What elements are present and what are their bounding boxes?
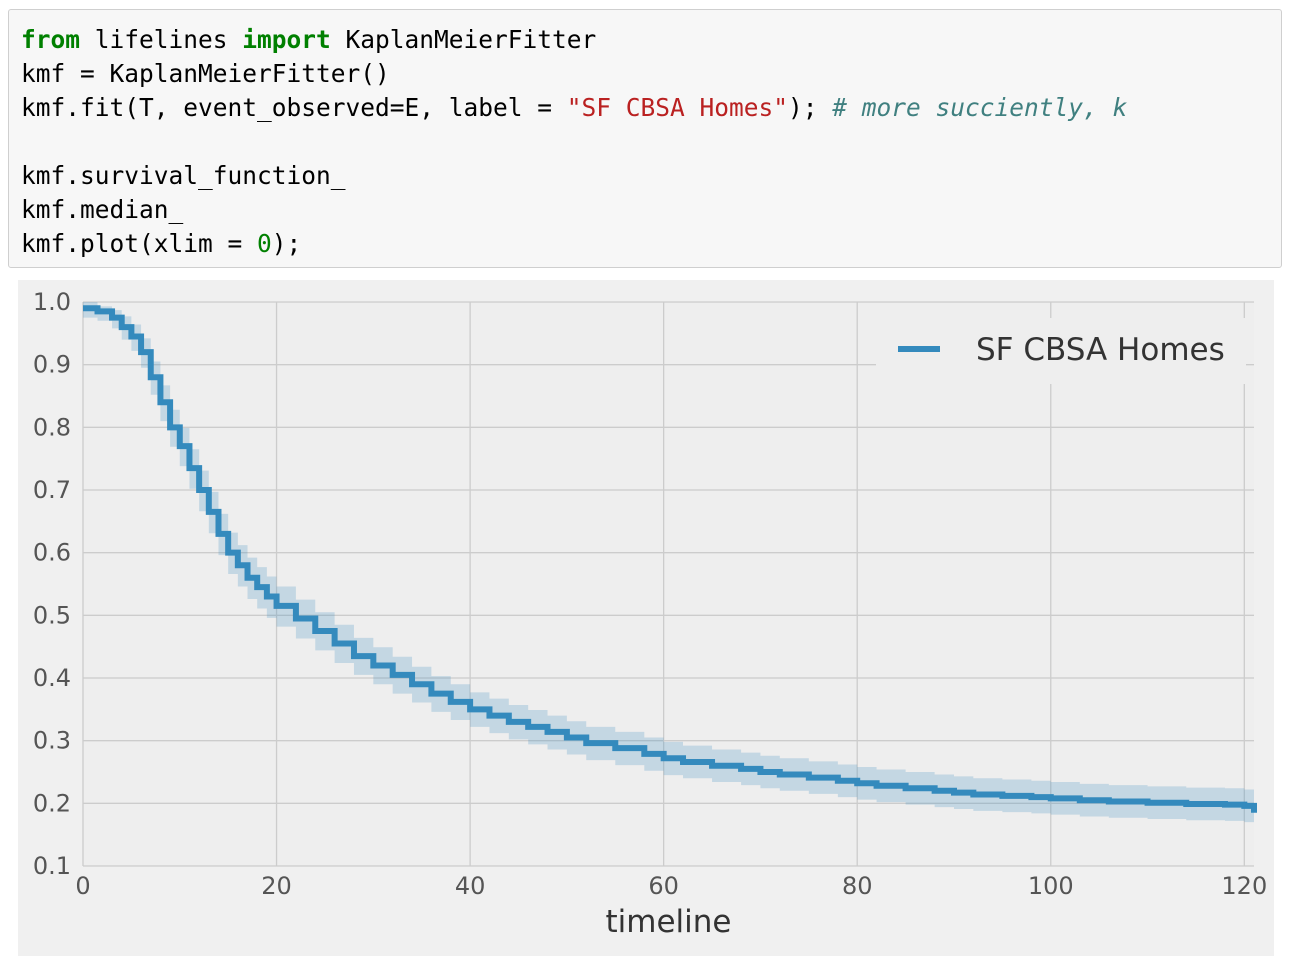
code-block: from lifelines import KaplanMeierFitter … [21,23,1127,261]
code-token: ); [788,93,833,122]
code-line: kmf.median_ [21,195,183,224]
code-token: kmf.survival_function_ [21,161,346,190]
y-tick-label: 0.6 [33,539,71,567]
y-tick-label: 1.0 [33,288,71,316]
x-tick-label: 60 [648,872,679,900]
code-token: from [21,25,81,54]
y-tick-label: 0.5 [33,601,71,629]
y-tick-label: 0.8 [33,413,71,441]
code-line: kmf.plot(xlim = 0); [21,229,301,258]
y-tick-label: 0.9 [33,351,71,379]
plot-output: 0.1 0.2 0.3 0.4 0.5 0.6 0.7 0.8 0.9 1.0 0 20 40 60 80… [18,280,1274,956]
y-tick-label: 0.1 [33,852,71,880]
y-tick-label: 0.4 [33,664,71,692]
code-token: kmf = KaplanMeierFitter() [21,59,390,88]
code-token: ); [271,229,302,258]
x-tick-label: 100 [1028,872,1074,900]
x-tick-label: 120 [1221,872,1267,900]
code-token: lifelines [80,25,243,54]
code-token: "SF CBSA Homes" [566,93,789,122]
y-tick-label: 0.2 [33,789,71,817]
code-token: 0 [257,229,272,258]
code-token: # more succiently, k [832,93,1128,122]
y-tick-label: 0.7 [33,476,71,504]
code-token: KaplanMeierFitter [330,25,597,54]
code-line: kmf = KaplanMeierFitter() [21,59,390,88]
x-tick-label: 40 [455,872,486,900]
x-tick-labels: 0 20 40 60 80 100 120 [75,872,1267,900]
x-tick-label: 0 [75,872,90,900]
plot-area [83,302,1254,866]
survival-chart: 0.1 0.2 0.3 0.4 0.5 0.6 0.7 0.8 0.9 1.0 0 20 40 60 80… [18,280,1274,956]
legend: SF CBSA Homes [876,318,1246,384]
y-tick-label: 0.3 [33,727,71,755]
series-layer [83,305,1257,813]
code-token: kmf.fit(T, event_observed=E, label = [21,93,567,122]
y-tick-labels: 0.1 0.2 0.3 0.4 0.5 0.6 0.7 0.8 0.9 1.0 [33,288,71,880]
code-line: kmf.fit(T, event_observed=E, label = "SF… [21,93,1127,122]
legend-label: SF CBSA Homes [976,332,1225,368]
code-token: kmf.plot(xlim = [21,229,258,258]
code-line: kmf.survival_function_ [21,161,346,190]
x-tick-label: 80 [842,872,873,900]
code-cell[interactable]: from lifelines import KaplanMeierFitter … [8,9,1282,268]
code-token: kmf.median_ [21,195,184,224]
x-tick-label: 20 [261,872,292,900]
code-line: from lifelines import KaplanMeierFitter [21,25,596,54]
x-axis-label: timeline [606,904,732,940]
code-token: import [242,25,331,54]
survival-step-line [83,305,1257,813]
